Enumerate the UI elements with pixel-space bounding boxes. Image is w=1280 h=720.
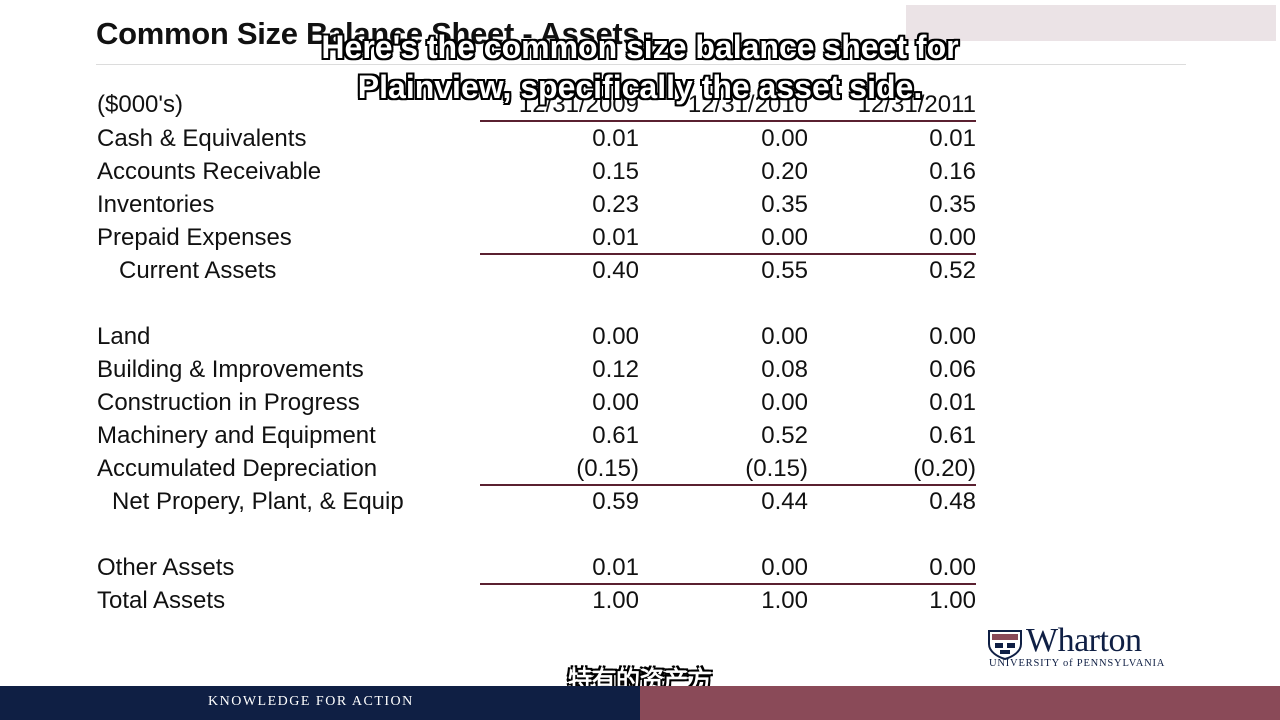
cell-construction-2011: 0.01 [929, 389, 976, 416]
net-ppe-rule [480, 484, 976, 486]
row-label-total-assets: Total Assets [97, 587, 226, 614]
subtitle-line-2: Plainview, specifically the asset side. [357, 69, 923, 105]
row-label-machinery: Machinery and Equipment [97, 422, 376, 449]
cell-prepaid-2011: 0.00 [929, 224, 976, 251]
cell-ar-2010: 0.20 [761, 158, 808, 185]
row-label-construction: Construction in Progress [97, 389, 360, 416]
cell-land-2009: 0.00 [592, 323, 639, 350]
cell-inventories-2010: 0.35 [761, 191, 808, 218]
cell-ar-2011: 0.16 [929, 158, 976, 185]
cell-machinery-2011: 0.61 [929, 422, 976, 449]
cell-net-ppe-2010: 0.44 [761, 488, 808, 515]
cell-net-ppe-2011: 0.48 [929, 488, 976, 515]
row-label-inventories: Inventories [97, 191, 215, 218]
row-label-net-ppe: Net Propery, Plant, & Equip [112, 488, 404, 515]
cell-net-ppe-2009: 0.59 [592, 488, 639, 515]
row-label-cash: Cash & Equivalents [97, 125, 307, 152]
footer-bar-burgundy [640, 686, 1280, 720]
row-label-prepaid-expenses: Prepaid Expenses [97, 224, 292, 251]
row-label-current-assets: Current Assets [119, 257, 277, 284]
cell-depreciation-2010: (0.15) [745, 455, 808, 482]
cell-prepaid-2009: 0.01 [592, 224, 639, 251]
cell-ar-2009: 0.15 [592, 158, 639, 185]
cell-total-2009: 1.00 [592, 587, 639, 614]
cell-machinery-2009: 0.61 [592, 422, 639, 449]
cell-inventories-2011: 0.35 [929, 191, 976, 218]
column-header-2010: 12/31/2010 [687, 91, 808, 118]
cell-current-assets-2010: 0.55 [761, 257, 808, 284]
cell-total-2010: 1.00 [761, 587, 808, 614]
cell-prepaid-2010: 0.00 [761, 224, 808, 251]
cell-construction-2009: 0.00 [592, 389, 639, 416]
row-label-land: Land [97, 323, 151, 350]
total-assets-rule [480, 583, 976, 585]
cell-total-2011: 1.00 [929, 587, 976, 614]
cell-depreciation-2011: (0.20) [913, 455, 976, 482]
units-label: ($000's) [97, 91, 183, 118]
cell-construction-2010: 0.00 [761, 389, 808, 416]
row-label-accumulated-depreciation: Accumulated Depreciation [97, 455, 378, 482]
logo-wordmark: Wharton [1026, 622, 1142, 659]
cell-cash-2010: 0.00 [761, 125, 808, 152]
logo-university: UNIVERSITY of PENNSYLVANIA [989, 658, 1166, 669]
cell-land-2011: 0.00 [929, 323, 976, 350]
header-underline [480, 120, 976, 122]
row-label-building: Building & Improvements [97, 356, 364, 383]
cell-current-assets-2011: 0.52 [929, 257, 976, 284]
cell-machinery-2010: 0.52 [761, 422, 808, 449]
cell-cash-2009: 0.01 [592, 125, 639, 152]
slide-title: Common Size Balance Sheet - Assets [96, 16, 640, 51]
title-divider [96, 64, 1186, 65]
footer-tagline: KNOWLEDGE FOR ACTION [208, 694, 414, 709]
cell-inventories-2009: 0.23 [592, 191, 639, 218]
subtitle-line-1: Here's the common size balance sheet for [321, 29, 959, 65]
header-decoration [906, 5, 1276, 41]
footer-bar-navy [0, 686, 640, 720]
cell-other-assets-2010: 0.00 [761, 554, 808, 581]
cell-building-2011: 0.06 [929, 356, 976, 383]
wharton-logo: Wharton UNIVERSITY of PENNSYLVANIA [988, 622, 1193, 672]
cell-cash-2011: 0.01 [929, 125, 976, 152]
shield-icon [988, 630, 1022, 660]
cell-other-assets-2011: 0.00 [929, 554, 976, 581]
row-label-other-assets: Other Assets [97, 554, 235, 581]
column-header-2011: 12/31/2011 [857, 91, 976, 118]
cell-other-assets-2009: 0.01 [592, 554, 639, 581]
cell-building-2010: 0.08 [761, 356, 808, 383]
cell-current-assets-2009: 0.40 [592, 257, 639, 284]
current-assets-rule [480, 253, 976, 255]
column-header-2009: 12/31/2009 [518, 91, 639, 118]
cell-land-2010: 0.00 [761, 323, 808, 350]
cell-building-2009: 0.12 [592, 356, 639, 383]
row-label-accounts-receivable: Accounts Receivable [97, 158, 322, 185]
cell-depreciation-2009: (0.15) [576, 455, 639, 482]
